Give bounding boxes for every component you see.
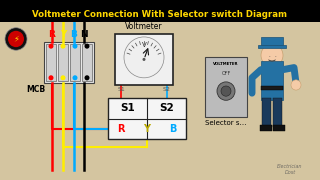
Text: MCB: MCB: [27, 85, 45, 94]
Bar: [44, 42, 94, 83]
Bar: [108, 98, 186, 139]
Circle shape: [60, 75, 66, 80]
Bar: [261, 37, 283, 45]
Circle shape: [142, 58, 146, 61]
Bar: [115, 34, 173, 85]
Text: VOLTMETER: VOLTMETER: [213, 62, 239, 66]
Bar: [46, 44, 56, 81]
Bar: [82, 44, 92, 81]
Bar: [261, 61, 283, 100]
Text: OFF: OFF: [221, 71, 231, 76]
Bar: [58, 44, 68, 81]
Bar: [70, 44, 80, 81]
Circle shape: [217, 82, 235, 100]
Circle shape: [291, 80, 301, 90]
Text: N: N: [80, 30, 88, 39]
Text: Y: Y: [143, 124, 150, 134]
Circle shape: [49, 44, 53, 49]
Circle shape: [124, 37, 164, 78]
Text: Selector s…: Selector s…: [205, 120, 247, 126]
Circle shape: [73, 75, 77, 80]
Text: .: .: [274, 53, 276, 58]
Bar: [260, 125, 272, 131]
Text: Voltmeter: Voltmeter: [125, 22, 163, 31]
Text: Voltmeter Connection With Selector switch Diagram: Voltmeter Connection With Selector switc…: [33, 10, 287, 19]
Text: B: B: [169, 124, 177, 134]
Circle shape: [261, 44, 283, 67]
Text: R: R: [117, 124, 125, 134]
Bar: [273, 98, 282, 127]
Circle shape: [8, 31, 24, 47]
Circle shape: [5, 28, 27, 50]
Text: ⚡: ⚡: [13, 35, 19, 44]
Circle shape: [60, 44, 66, 49]
Circle shape: [73, 44, 77, 49]
Text: S2: S2: [163, 87, 171, 92]
Text: Electrician
Dost: Electrician Dost: [277, 164, 303, 175]
Text: .: .: [268, 53, 270, 58]
Bar: [273, 125, 285, 131]
Circle shape: [49, 75, 53, 80]
Text: Y: Y: [60, 30, 66, 39]
Bar: [258, 45, 286, 48]
Bar: [261, 86, 283, 90]
Text: S1: S1: [117, 87, 125, 92]
Bar: [262, 98, 271, 127]
Text: S1: S1: [120, 103, 135, 113]
Text: R: R: [49, 30, 55, 39]
Text: S2: S2: [159, 103, 174, 113]
Circle shape: [221, 86, 231, 96]
Circle shape: [84, 75, 90, 80]
Circle shape: [84, 44, 90, 49]
Text: V: V: [142, 42, 146, 48]
Text: B: B: [71, 30, 77, 39]
Bar: [205, 57, 247, 117]
